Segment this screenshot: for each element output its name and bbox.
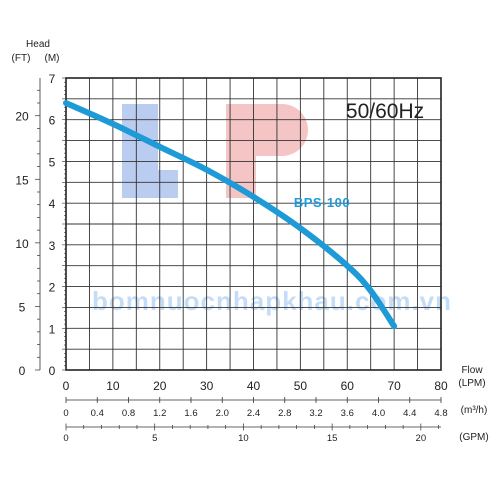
m3h-tick-label: 4.0 <box>372 408 385 419</box>
y-tick-label-m: 2 <box>49 281 56 295</box>
gpm-tick-label: 0 <box>63 433 68 444</box>
gpm-axis-unit: (GPM) <box>459 432 488 443</box>
x-axis-unit-lpm: (LPM) <box>458 378 485 389</box>
ft-tick-label: 10 <box>15 237 29 251</box>
y-tick-label-m: 7 <box>49 72 56 86</box>
series-bps-100-line <box>63 100 398 330</box>
gpm-tick-label: 15 <box>327 433 338 444</box>
m3h-tick-label: 2.8 <box>278 408 291 419</box>
y-tick-label-m: 0 <box>49 364 56 378</box>
x-tick-label: 30 <box>200 379 214 393</box>
y-tick-label-m: 6 <box>49 114 56 128</box>
m3h-tick-label: 1.6 <box>184 408 197 419</box>
x-tick-label: 20 <box>153 379 167 393</box>
y-tick-label-m: 4 <box>49 197 56 211</box>
ft-tick-label: 20 <box>15 110 29 124</box>
x-tick-label: 70 <box>387 379 401 393</box>
watermark-logo-p-bowl <box>256 104 308 156</box>
gpm-tick-label: 10 <box>238 433 249 444</box>
y-axis-title: Head <box>26 39 50 50</box>
y-axis-unit-m: (M) <box>45 53 60 64</box>
series-label: BPS-100 <box>294 195 350 210</box>
ft-tick-label: 15 <box>15 173 29 187</box>
m3h-tick-label: 2.0 <box>216 408 229 419</box>
x-tick-label: 80 <box>434 379 448 393</box>
watermark-logo-l-foot <box>122 170 178 198</box>
watermark-text: bomnuocnhapkhau.com.vn <box>92 286 452 316</box>
m3h-tick-label: 0 <box>63 408 68 419</box>
m3h-tick-label: 0.4 <box>91 408 104 419</box>
x-tick-label: 60 <box>341 379 355 393</box>
chart-title: 50/60Hz <box>346 100 424 123</box>
y-tick-label-m: 5 <box>49 155 56 169</box>
watermark: bomnuocnhapkhau.com.vn <box>92 104 452 316</box>
chart-grid <box>66 78 441 370</box>
m3h-tick-label: 2.4 <box>247 408 260 419</box>
m3h-tick-label: 1.2 <box>153 408 166 419</box>
x-tick-label: 0 <box>63 379 70 393</box>
ft-tick-label: 0 <box>19 364 26 378</box>
y-tick-label-m: 1 <box>49 322 56 336</box>
m3h-tick-label: 0.8 <box>122 408 135 419</box>
x-axis-title: Flow <box>461 365 483 376</box>
m3h-axis-unit: (m³/h) <box>461 405 488 416</box>
m3h-tick-label: 3.6 <box>341 408 354 419</box>
y-tick-label-m: 3 <box>49 239 56 253</box>
ft-tick-label: 5 <box>19 300 26 314</box>
x-tick-label: 50 <box>294 379 308 393</box>
x-tick-label: 10 <box>106 379 120 393</box>
m3h-tick-label: 4.8 <box>434 408 447 419</box>
gpm-tick-label: 20 <box>416 433 427 444</box>
gpm-tick-label: 5 <box>152 433 157 444</box>
x-tick-label: 40 <box>247 379 261 393</box>
y-axis-unit-ft: (FT) <box>12 53 31 64</box>
m3h-tick-label: 3.2 <box>309 408 322 419</box>
m3h-tick-label: 4.4 <box>403 408 416 419</box>
